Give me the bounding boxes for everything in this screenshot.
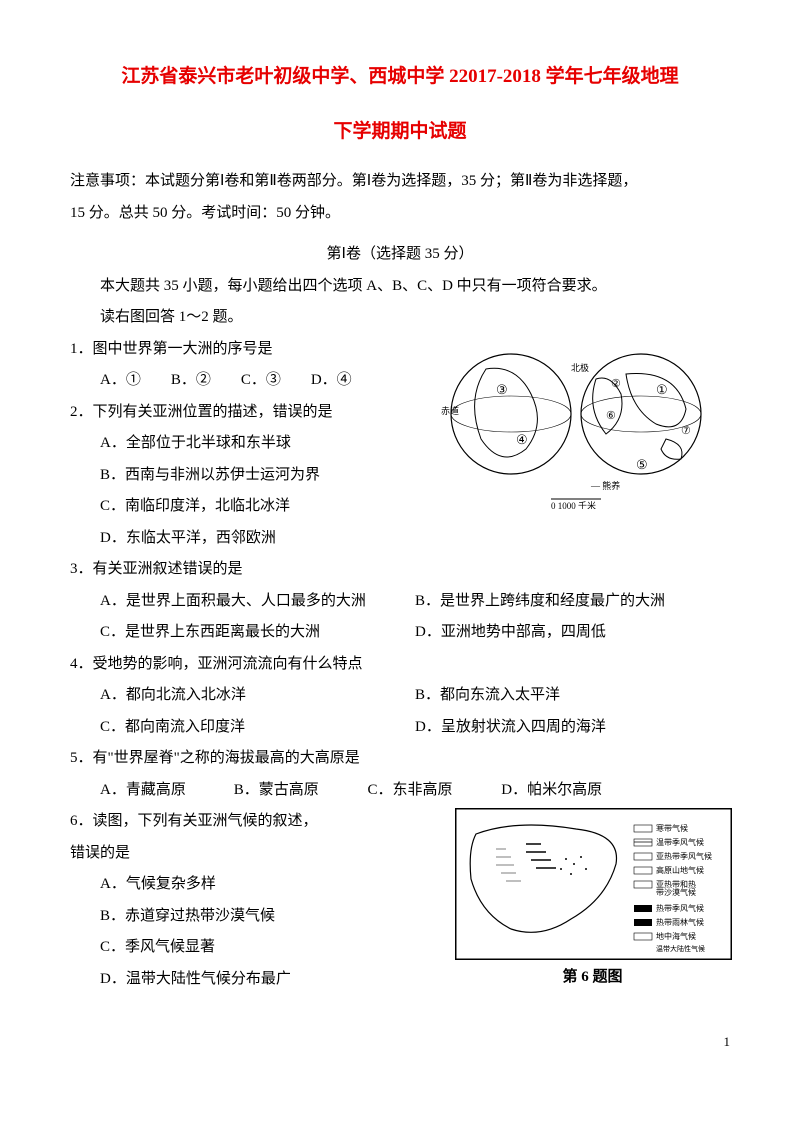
notice-line1: 注意事项：本试题分第Ⅰ卷和第Ⅱ卷两部分。第Ⅰ卷为选择题，35 分；第Ⅱ卷为非选择… [70,166,730,198]
q3-row1: A．是世界上面积最大、人口最多的大洲 B．是世界上跨纬度和经度最广的大洲 [70,586,730,618]
svg-text:0 1000 千米: 0 1000 千米 [551,500,596,509]
svg-text:②: ② [611,378,621,390]
svg-text:热带季风气候: 热带季风气候 [656,903,704,913]
q5-stem: 5．有"世界屋脊"之称的海拔最高的大高原是 [70,743,730,775]
q5-options: A．青藏高原 B．蒙古高原 C．东非高原 D．帕米尔高原 [70,775,730,807]
q4-opt-b: B．都向东流入太平洋 [415,680,730,712]
asia-climate-map: 寒带气候 温带季风气候 亚热带季风气候 高原山地气候 亚热带和热 带沙漠气候 热… [455,808,730,994]
svg-text:③: ③ [496,382,508,397]
q4-opt-c: C．都向南流入印度洋 [100,712,415,744]
svg-text:⑦: ⑦ [681,425,691,437]
svg-text:温带大陆性气候: 温带大陆性气候 [656,944,705,953]
svg-text:温带季风气候: 温带季风气候 [656,837,704,847]
q5-opt-a: A．青藏高原 [100,775,230,807]
world-hemisphere-map: ③ ④ ① ② ⑥ ⑦ ⑤ 赤道 北极 — 熊养 0 1000 千米 [430,338,730,508]
part1-title: 第Ⅰ卷（选择题 35 分） [70,239,730,271]
svg-text:①: ① [656,382,668,397]
svg-text:④: ④ [516,432,528,447]
q4-row1: A．都向北流入北冰洋 B．都向东流入太平洋 [70,680,730,712]
exam-title-line2: 下学期期中试题 [70,112,730,152]
q3-opt-b: B．是世界上跨纬度和经度最广的大洲 [415,586,730,618]
svg-text:带沙漠气候: 带沙漠气候 [656,887,696,897]
svg-text:赤道: 赤道 [441,405,459,416]
svg-text:热带雨林气候: 热带雨林气候 [656,917,704,927]
q2-opt-d: D．东临太平洋，西邻欧洲 [70,523,730,555]
exam-title-line1: 江苏省泰兴市老叶初级中学、西城中学 22017-2018 学年七年级地理 [70,60,730,94]
q5-opt-b: B．蒙古高原 [234,775,364,807]
q4-opt-d: D．呈放射状流入四周的海洋 [415,712,730,744]
q3-stem: 3．有关亚洲叙述错误的是 [70,554,730,586]
q4-opt-a: A．都向北流入北冰洋 [100,680,415,712]
svg-text:地中海气候: 地中海气候 [656,931,696,941]
svg-text:寒带气候: 寒带气候 [656,823,688,833]
q5-opt-c: C．东非高原 [368,775,498,807]
svg-text:高原山地气候: 高原山地气候 [656,865,704,875]
q4-row2: C．都向南流入印度洋 D．呈放射状流入四周的海洋 [70,712,730,744]
svg-text:⑥: ⑥ [606,410,616,422]
q5-opt-d: D．帕米尔高原 [501,775,631,807]
svg-text:⑤: ⑤ [636,457,648,472]
figure2-caption: 第 6 题图 [455,962,730,994]
notice-line2: 15 分。总共 50 分。考试时间：50 分钟。 [70,198,730,230]
q4-stem: 4．受地势的影响，亚洲河流流向有什么特点 [70,649,730,681]
q3-opt-c: C．是世界上东西距离最长的大洲 [100,617,415,649]
svg-text:北极: 北极 [571,362,589,373]
q3-opt-d: D．亚洲地势中部高，四周低 [415,617,730,649]
svg-text:亚热带季风气候: 亚热带季风气候 [656,851,712,861]
part1-intro: 本大题共 35 小题，每小题给出四个选项 A、B、C、D 中只有一项符合要求。 [70,271,730,303]
q3-row2: C．是世界上东西距离最长的大洲 D．亚洲地势中部高，四周低 [70,617,730,649]
page-number: 1 [70,1028,730,1055]
svg-text:— 熊养: — 熊养 [590,480,620,491]
q3-opt-a: A．是世界上面积最大、人口最多的大洲 [100,586,415,618]
read-figure-1-2: 读右图回答 1～2 题。 [70,302,730,334]
